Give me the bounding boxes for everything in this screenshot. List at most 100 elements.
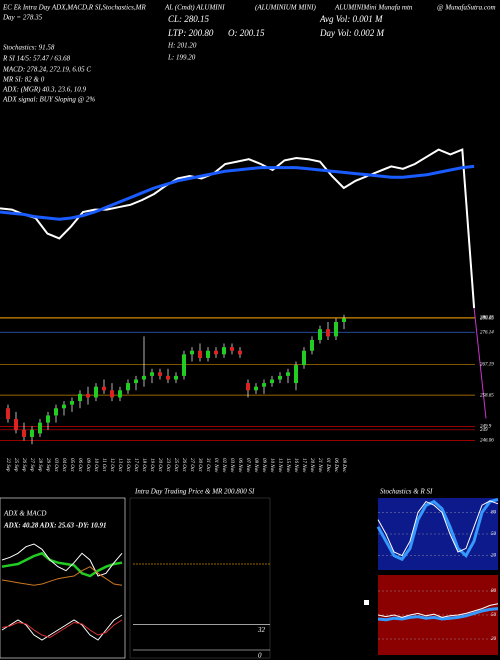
candle-body [342,318,346,322]
candle-body [302,350,306,366]
x-tick-label: 10 Nov [269,458,274,473]
candle-body [214,350,218,355]
indicator: ADX signal: BUY Sloping @ 2% [2,96,95,104]
y-tick-label: 246.06 [480,439,494,444]
x-tick-label: 06 Nov [237,458,242,473]
candle-body [94,386,98,398]
candle-body [102,386,106,391]
candle-body [238,350,242,355]
quote: Avg Vol: 0.001 M [319,14,383,24]
candle-body [38,422,42,434]
candle-body [286,372,290,376]
candle-body [262,383,266,387]
x-tick-label: 08 Nov [253,458,258,473]
series-line [1,551,123,578]
quote: LTP: 200.80 [167,28,214,38]
quote: H: 201.20 [167,42,197,50]
x-tick-label: 25 Sep [13,458,18,472]
y-tick-label: 32 [257,626,266,634]
indicator: MR SI: 82 & 0 [2,76,45,84]
x-tick-label: 29 Sep [45,458,50,472]
candle-body [222,347,226,355]
y-tick-label: 267.19 [480,363,494,368]
x-tick-label: 31 Oct [205,458,210,472]
candle-body [62,404,66,409]
candle-body [118,390,122,398]
quote: CL: 280.15 [168,14,210,24]
x-tick-label: 06 Dec [333,458,338,473]
candle-body [142,375,146,380]
x-tick-label: 02 Nov [221,458,226,473]
panel-subtitle: ADX: 40.28 ADX: 25.63 -DY: 10.91 [3,522,107,530]
candle-body [22,429,26,438]
x-tick-label: 09 Oct [85,458,90,472]
candle-body [230,347,234,351]
candle-body [6,408,10,420]
candle-body [182,354,186,376]
y-tick-label: 0 [258,652,262,660]
x-tick-label: 17 Oct [133,458,138,472]
candle-body [110,390,114,398]
indicator: Stochastics: 91.58 [3,44,55,52]
quote: Day Vol: 0.002 M [319,28,384,38]
x-tick-label: 27 Oct [189,458,194,472]
indicator: MACD: 278.24, 272.19, 6.05 C [2,66,91,74]
header: ALUMINIMini Munafa mtn [334,4,413,12]
x-tick-label: 15 Nov [285,458,290,473]
candle-body [86,393,90,398]
candle-body [270,379,274,384]
candle-body [278,375,282,380]
x-tick-label: 09 Nov [261,458,266,473]
panel-frame [129,497,271,659]
quote: L: 199.20 [167,54,196,62]
x-tick-label: 26 Oct [181,458,186,472]
x-tick-label: 13 Nov [277,458,282,473]
series-line [1,566,123,586]
header: AL (Cmdt) ALUMINI [164,4,225,12]
panel-frame [0,497,126,659]
y-tick-label: 50 [491,532,497,537]
x-tick-label: 13 Oct [117,458,122,472]
panel-title: Intra Day Trading Price & MR 200.800 SI [134,488,255,496]
series-line [1,619,123,639]
x-tick-label: 03 Nov [229,458,234,473]
quote: O: 200.15 [228,28,265,38]
series-line [1,614,123,641]
series-line [377,500,499,557]
series-line [473,307,487,419]
panel-title: ADX & MACD [3,510,46,518]
x-tick-label: 22 Sep [5,458,10,472]
x-tick-label: 01 Dec [325,458,330,473]
candle-body [126,383,130,391]
y-tick-label: 80 [491,511,497,516]
candle-body [158,372,162,376]
x-tick-label: 25 Oct [173,458,178,472]
candle-body [198,350,202,358]
x-tick-label: 07 Nov [245,458,250,473]
candle-body [310,339,314,351]
x-tick-label: 30 Oct [197,458,202,472]
series-line [1,543,123,577]
indicator: R SI 14/5: 57.47 / 63.68 [2,55,71,63]
panel-title: Stochastics & R SI [380,488,433,496]
y-tick-label: 20 [491,554,497,559]
candle-body [46,415,50,423]
x-tick-label: 19 Oct [149,458,154,472]
candle-body [70,401,74,405]
candle-body [246,383,250,391]
marker [364,600,369,605]
candle-body [14,419,18,430]
x-tick-label: 28 Sep [37,458,42,472]
y-tick-label: 80 [491,589,497,594]
y-tick-label: 276.14 [480,330,494,335]
y-tick-label: 249 [480,428,488,433]
x-tick-label: 20 Nov [309,458,314,473]
x-tick-label: 16 Nov [293,458,298,473]
x-tick-label: 16 Oct [125,458,130,472]
candle-body [326,329,330,337]
x-tick-label: 11 Oct [101,458,106,472]
candle-body [206,350,210,358]
y-tick-label: 280.05 [480,316,494,321]
y-tick-label: 258.65 [480,393,494,398]
header: (ALUMINIUM MINI) [255,4,317,12]
